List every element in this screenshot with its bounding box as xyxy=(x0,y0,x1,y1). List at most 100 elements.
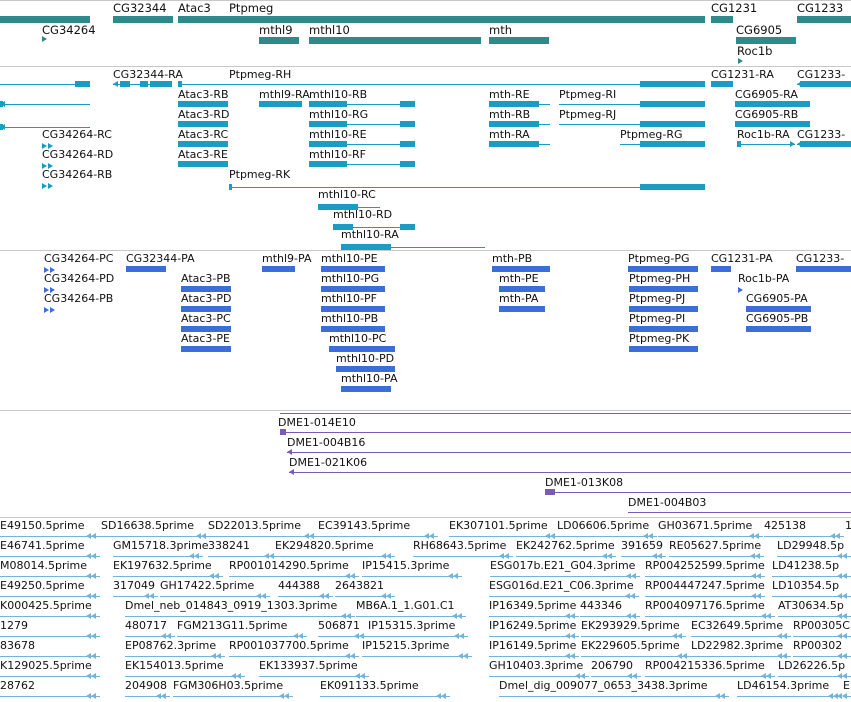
exon-block[interactable] xyxy=(499,306,545,312)
transcript-label[interactable]: Atac3-RE xyxy=(178,148,228,161)
est-label[interactable]: RE05627.5prime xyxy=(669,539,762,552)
est-label[interactable]: RP004097176.5prime xyxy=(645,599,765,612)
protein-label[interactable]: CG34264-PB xyxy=(44,292,114,305)
protein-label[interactable]: CG1231-PA xyxy=(711,252,773,265)
gene-bar[interactable] xyxy=(797,16,851,23)
transcript-label[interactable]: CG34264-RB xyxy=(42,168,113,181)
est-label[interactable]: E49250.5prime xyxy=(0,579,85,592)
gene-label[interactable]: CG1231 xyxy=(711,1,758,15)
exon-block[interactable] xyxy=(259,101,302,107)
transcript-label[interactable]: Atac3-RD xyxy=(178,108,230,121)
est-label[interactable]: GM15718.3prime xyxy=(113,539,209,552)
protein-block[interactable] xyxy=(181,326,231,332)
exon-block[interactable] xyxy=(178,81,182,87)
exon-block[interactable] xyxy=(640,121,705,127)
transcript-label[interactable]: mthl10-RE xyxy=(309,128,367,141)
transcript-label[interactable]: Roc1b-RA xyxy=(737,128,790,141)
gene-bar[interactable] xyxy=(0,16,90,23)
exon-block[interactable] xyxy=(492,266,550,272)
est-label[interactable]: IP15315.3prime xyxy=(368,619,456,632)
exon-block[interactable] xyxy=(309,141,347,147)
est-label[interactable]: EK294820.5prime xyxy=(275,539,374,552)
protein-label[interactable]: Ptpmeg-PI xyxy=(629,312,686,325)
protein-label[interactable]: Atac3-PB xyxy=(181,272,231,285)
gene-label[interactable]: Roc1b xyxy=(737,44,773,58)
est-label[interactable]: EK154013.5prime xyxy=(125,659,224,672)
exon-block[interactable] xyxy=(178,141,228,147)
est-label[interactable]: 28762 xyxy=(0,679,35,692)
transcript-label[interactable]: Atac3-RB xyxy=(178,88,229,101)
est-label[interactable]: LD41238.5p xyxy=(772,559,840,572)
est-label[interactable]: LD10354.5p xyxy=(772,579,840,592)
protein-label[interactable]: mth-PE xyxy=(499,272,539,285)
est-label[interactable]: SD16638.5prime xyxy=(101,519,194,532)
exon-block[interactable] xyxy=(113,16,173,23)
protein-label[interactable]: mth-PB xyxy=(492,252,533,265)
est-label[interactable]: MB6A.1_1.G01.C1 xyxy=(356,599,455,612)
protein-block[interactable] xyxy=(746,326,811,332)
protein-label[interactable]: mth-PA xyxy=(499,292,539,305)
exon-block[interactable] xyxy=(640,184,705,190)
exon-block[interactable] xyxy=(489,101,539,107)
protein-block[interactable] xyxy=(262,266,295,272)
gene-label[interactable]: CG1233 xyxy=(797,1,844,15)
est-label[interactable]: M08014.5prime xyxy=(0,559,88,572)
gene-label[interactable]: CG32344 xyxy=(113,1,167,15)
protein-label[interactable]: CG32344-PA xyxy=(126,252,195,265)
protein-label[interactable]: Ptpmeg-PK xyxy=(629,332,690,345)
protein-label[interactable]: CG6905-PB xyxy=(746,312,809,325)
est-label[interactable]: 444388 xyxy=(278,579,320,592)
protein-label[interactable]: CG34264-PC xyxy=(44,252,114,265)
est-label[interactable]: K000425.5prime xyxy=(0,599,92,612)
clone-end[interactable] xyxy=(545,489,555,495)
exon-block[interactable] xyxy=(229,184,232,190)
exon-block[interactable] xyxy=(321,326,385,332)
est-label[interactable]: E xyxy=(843,679,850,692)
protein-label[interactable]: CG1233- xyxy=(796,252,845,265)
exon-block[interactable] xyxy=(321,286,385,292)
exon-block[interactable] xyxy=(75,81,90,87)
exon-block[interactable] xyxy=(178,16,705,23)
protein-label[interactable]: Ptpmeg-PJ xyxy=(629,292,686,305)
est-label[interactable]: AT30634.5p xyxy=(778,599,844,612)
transcript-label[interactable]: Ptpmeg-RI xyxy=(559,88,617,101)
exon-block[interactable] xyxy=(640,81,705,87)
exon-block[interactable] xyxy=(400,141,415,147)
protein-block[interactable] xyxy=(341,386,391,392)
est-label[interactable]: 1279 xyxy=(0,619,28,632)
est-label[interactable]: LD22982.3prime xyxy=(691,639,784,652)
est-label[interactable]: IP16349.5prime xyxy=(489,599,577,612)
est-label[interactable]: RP00305C xyxy=(793,619,850,632)
est-label[interactable]: 206790 xyxy=(591,659,633,672)
est-label[interactable]: EK197632.5prime xyxy=(113,559,212,572)
transcript-label[interactable]: mth-RA xyxy=(489,128,530,141)
exon-block[interactable] xyxy=(735,121,810,127)
protein-label[interactable]: mthl10-PF xyxy=(321,292,377,305)
est-label[interactable]: Dmel_neb_014843_0919_1303.3prime xyxy=(125,599,338,612)
protein-label[interactable]: mthl9-PA xyxy=(262,252,312,265)
exon-block[interactable] xyxy=(321,306,385,312)
est-label[interactable]: ESG017b.E21_G04.3prime xyxy=(490,559,636,572)
est-label[interactable]: 391659 xyxy=(621,539,663,552)
clone-label[interactable]: DME1-014E10 xyxy=(278,416,356,429)
est-label[interactable]: EK293929.5prime xyxy=(581,619,680,632)
protein-label[interactable]: Atac3-PE xyxy=(181,332,230,345)
exon-block[interactable] xyxy=(150,81,172,87)
exon-block[interactable] xyxy=(629,326,698,332)
est-label[interactable]: IP16149.5prime xyxy=(489,639,577,652)
est-label[interactable]: 425138 xyxy=(764,519,806,532)
exon-block[interactable] xyxy=(400,101,415,107)
est-label[interactable]: IP15415.3prime xyxy=(362,559,450,572)
transcript-label[interactable]: Atac3-RC xyxy=(178,128,229,141)
protein-block[interactable] xyxy=(126,266,166,272)
protein-block[interactable] xyxy=(796,266,851,272)
gene-label[interactable]: CG34264 xyxy=(42,23,96,37)
est-label[interactable]: 338241 xyxy=(208,539,250,552)
exon-block[interactable] xyxy=(178,121,228,127)
est-label[interactable]: 204908 xyxy=(125,679,167,692)
est-label[interactable]: FGM306H03.5prime xyxy=(173,679,284,692)
transcript-label[interactable]: CG6905-RA xyxy=(735,88,798,101)
exon-block[interactable] xyxy=(800,141,851,147)
gene-bar[interactable] xyxy=(736,37,796,44)
est-label[interactable]: EK242762.5prime xyxy=(516,539,615,552)
